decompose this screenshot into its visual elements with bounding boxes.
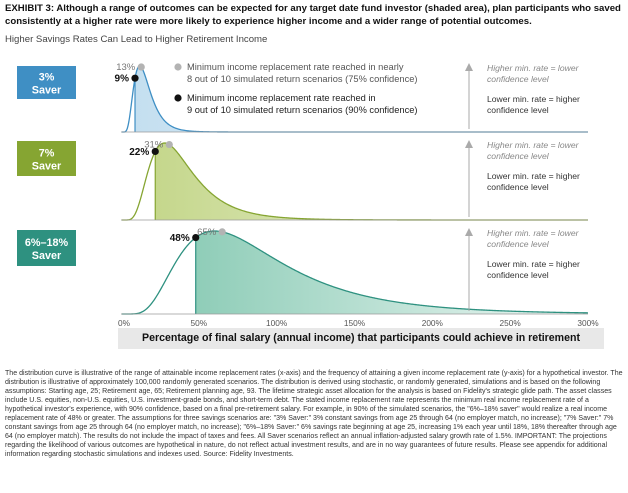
note-lower-2-6-18: confidence level [487,270,549,280]
confidence-arrow-head-7 [465,140,473,148]
x-tick-label-1: 50% [191,318,208,328]
conf75-point-3 [137,63,145,71]
conf90-point-3 [131,74,139,82]
x-tick-label-2: 100% [266,318,288,328]
chart-panels: 3%Saver13%9%7%Saver31%22%6%–18%Saver65%4… [17,62,589,315]
conf90-label-7: 22% [129,147,149,158]
conf75-point-6-18 [218,228,226,236]
conf75-point-7 [165,140,173,149]
x-axis: 0% 50% 100% 150% 200% 250% 300% [118,318,599,328]
note-lower-1-3: Lower min. rate = higher [487,94,580,104]
legend-black-label-1: Minimum income replacement rate reached … [187,93,376,103]
conf90-point-7 [151,147,159,156]
x-tick-label-4: 200% [422,318,444,328]
x-tick-label-6: 300% [577,318,599,328]
legend: Minimum income replacement rate reached … [174,62,417,115]
note-lower-1-6-18: Lower min. rate = higher [487,259,580,269]
conf75-label-6-18: 65% [197,227,217,238]
note-upper-1-6-18: Higher min. rate = lower [487,228,580,238]
saver-label-word-6-18: Saver [32,250,62,262]
distribution-chart: 3%Saver13%9%7%Saver31%22%6%–18%Saver65%4… [17,62,599,328]
chart-subtitle: Higher Savings Rates Can Lead to Higher … [5,34,268,45]
conf75-label-3: 13% [116,62,136,73]
x-tick-label-5: 250% [500,318,522,328]
saver-label-rate-7: 7% [39,148,55,160]
conf90-point-6-18 [192,233,200,242]
conf90-label-6-18: 48% [170,233,190,244]
confidence-arrow-head-6-18 [465,228,473,236]
exhibit-title: EXHIBIT 3: Although a range of outcomes … [5,3,621,27]
shaded-area-6-18 [195,231,588,314]
note-upper-1-3: Higher min. rate = lower [487,63,580,73]
saver-label-box-3 [17,66,76,99]
note-lower-1-7: Lower min. rate = higher [487,171,580,181]
legend-gray-dot [174,63,182,71]
conf75-label-7: 31% [144,140,164,151]
saver-label-rate-3: 3% [39,72,55,84]
confidence-arrow-head-3 [465,63,473,71]
x-axis-title: Percentage of final salary (annual incom… [118,328,604,349]
x-tick-label-0: 0% [118,318,131,328]
distribution-curve-6-18 [121,230,589,315]
legend-black-dot [174,94,182,102]
conf90-label-3: 9% [115,74,130,85]
saver-label-word-3: Saver [32,85,62,97]
legend-gray-label-2: 8 out of 10 simulated return scenarios (… [187,74,417,84]
saver-label-rate-6-18: 6%–18% [25,237,69,249]
saver-label-box-7 [17,141,76,176]
note-upper-1-7: Higher min. rate = lower [487,140,580,150]
saver-label-box-6-18 [17,230,76,266]
saver-label-word-7: Saver [32,161,62,173]
shaded-area-7 [155,143,588,220]
x-tick-label-3: 150% [344,318,366,328]
note-lower-2-3: confidence level [487,105,549,115]
legend-gray-label-1: Minimum income replacement rate reached … [187,62,404,72]
note-lower-2-7: confidence level [487,182,549,192]
note-upper-2-7: confidence level [487,151,550,161]
note-upper-2-6-18: confidence level [487,239,550,249]
note-upper-2-3: confidence level [487,74,550,84]
footnote: The distribution curve is illustrative o… [5,370,623,459]
legend-black-label-2: 9 out of 10 simulated return scenarios (… [187,105,417,115]
